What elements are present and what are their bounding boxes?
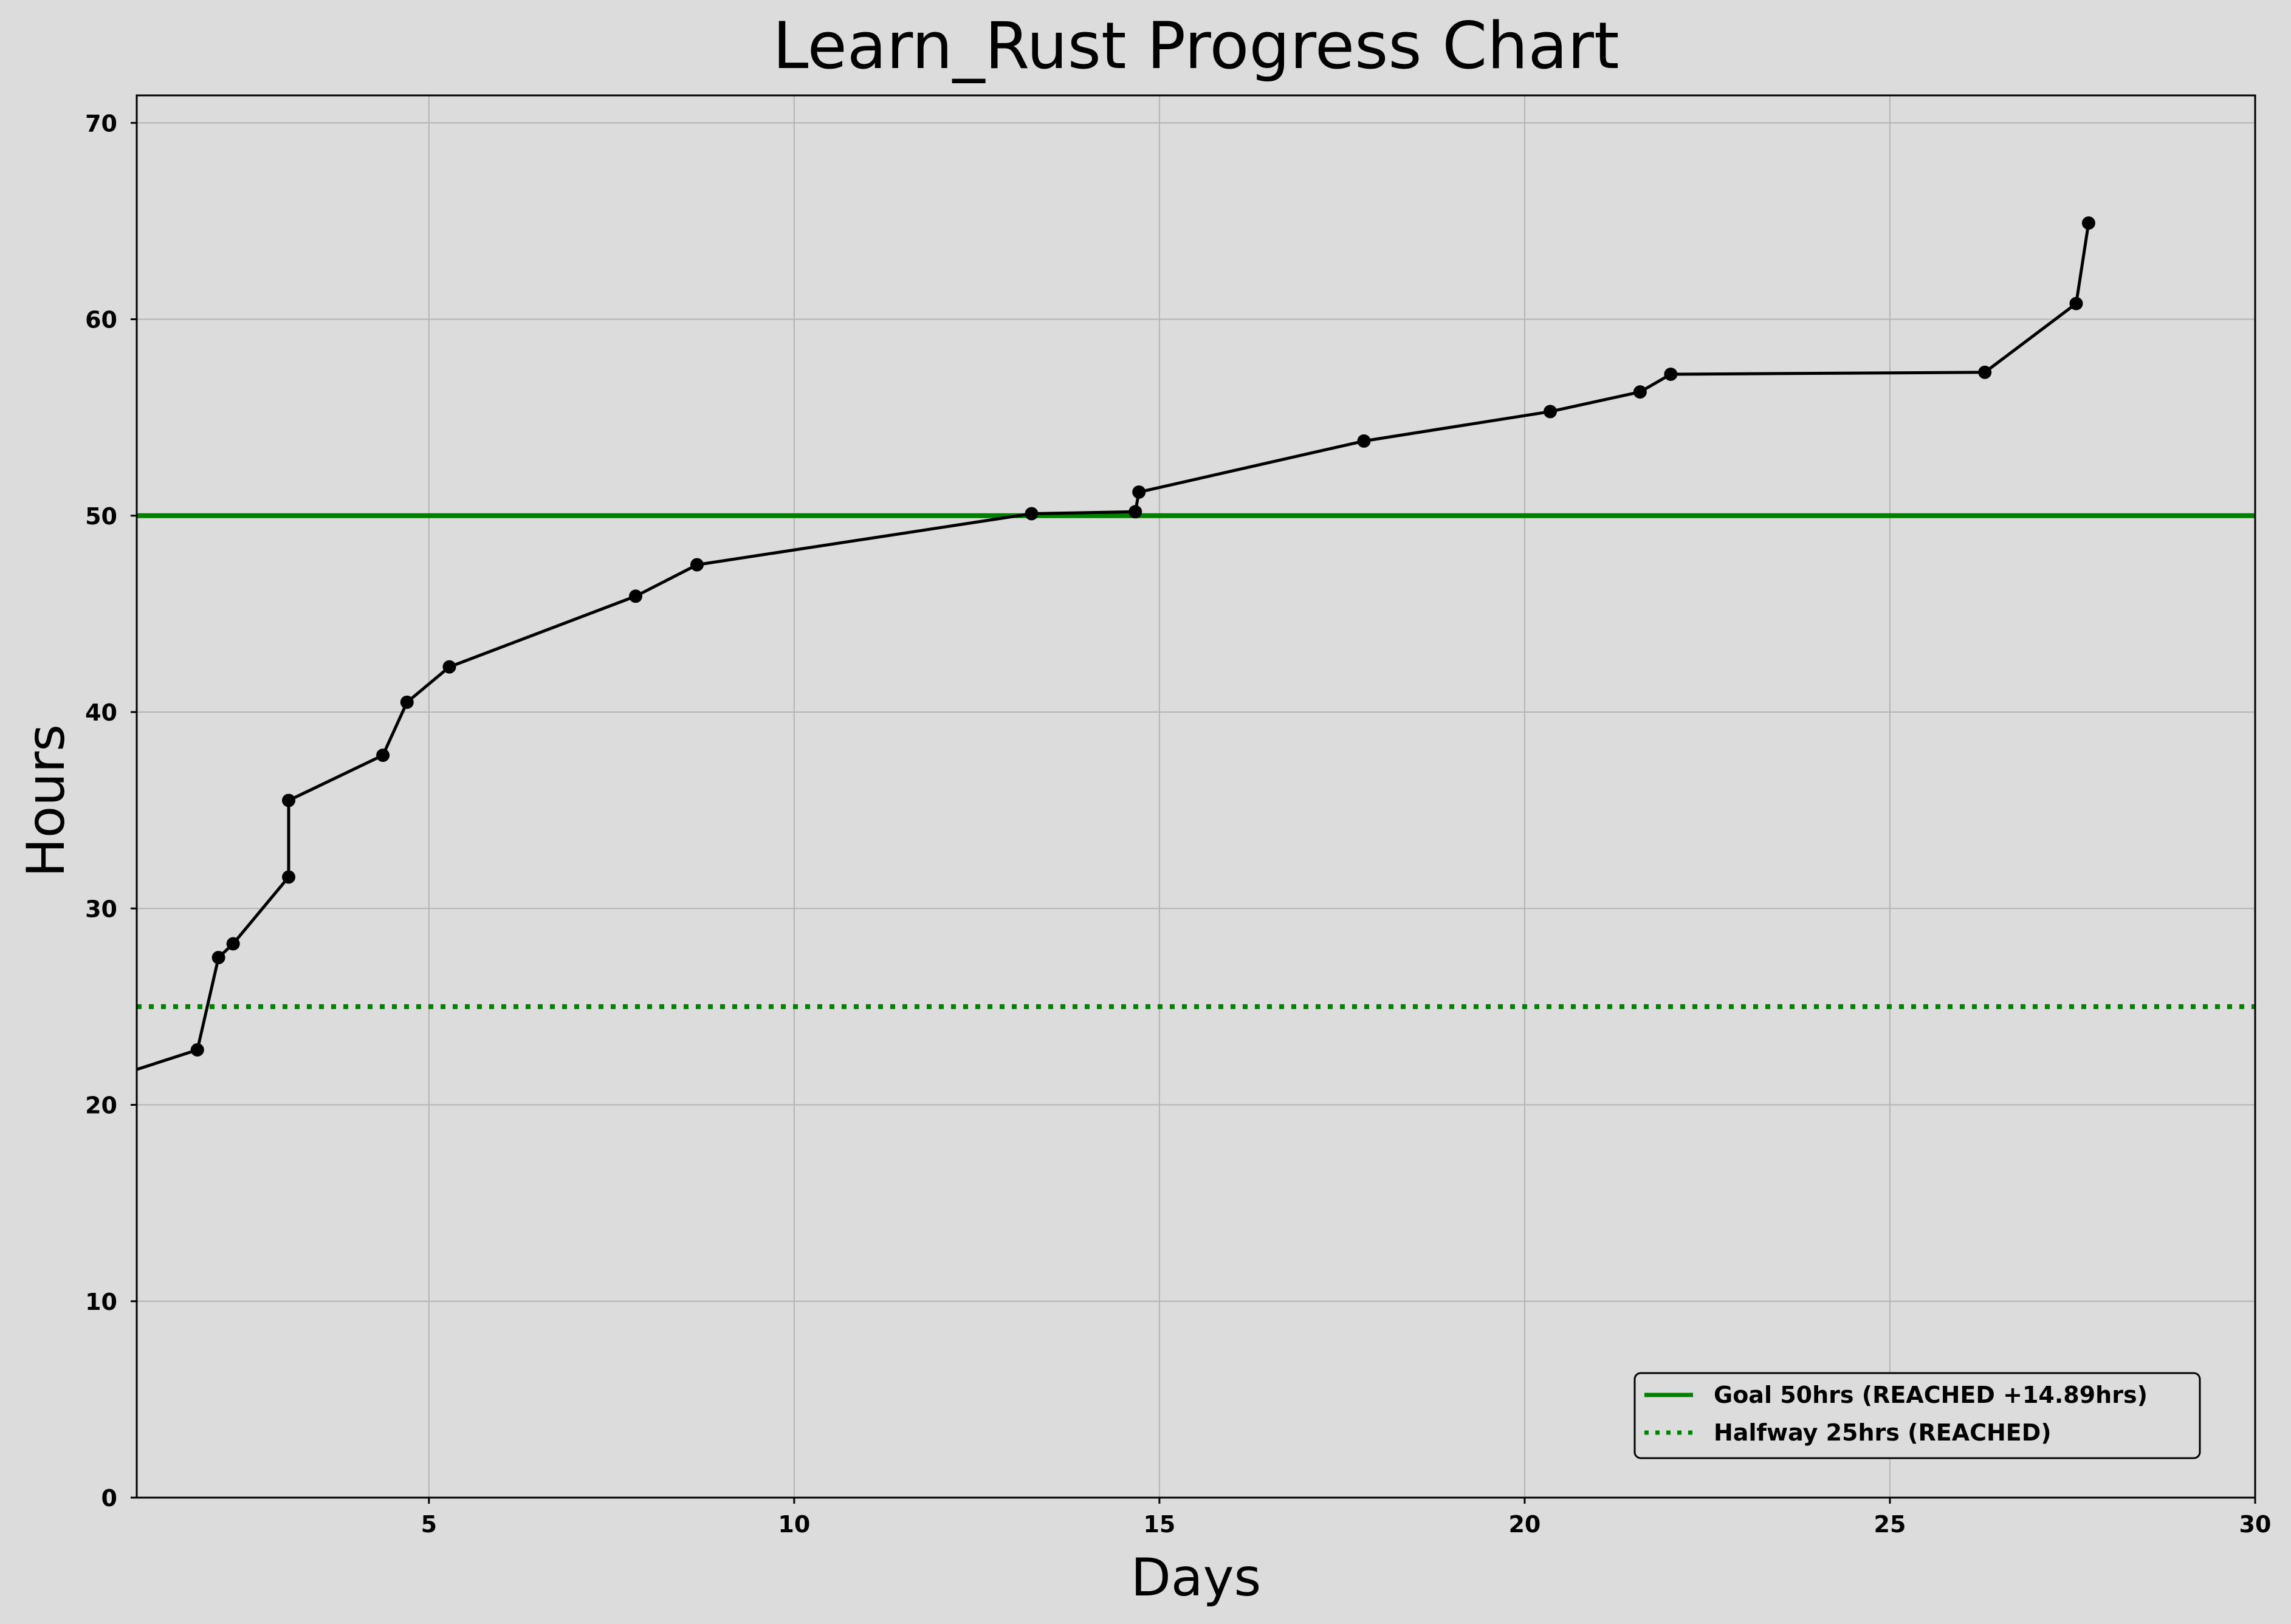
progress-series: [137, 216, 2095, 1071]
data-point: [376, 749, 390, 762]
y-axis-label: Hours: [16, 724, 77, 877]
x-tick-label: 15: [1143, 1511, 1175, 1538]
data-point: [1544, 405, 1558, 419]
y-tick-label: 10: [85, 1289, 117, 1315]
y-tick-label: 20: [85, 1092, 117, 1119]
y-tick-label: 0: [101, 1485, 117, 1512]
legend-goal-label: Goal 50hrs (REACHED +14.89hrs): [1714, 1382, 2148, 1408]
data-point: [629, 589, 643, 603]
data-point: [690, 558, 704, 572]
y-tick-label: 50: [85, 503, 117, 530]
reference-lines: [137, 513, 2255, 1009]
data-point: [282, 793, 296, 807]
data-point: [400, 695, 414, 709]
legend-halfway-label: Halfway 25hrs (REACHED): [1714, 1419, 2052, 1446]
x-tick-label: 20: [1508, 1511, 1540, 1538]
chart-title: Learn_Rust Progress Chart: [772, 9, 1619, 83]
x-tick-label: 30: [2239, 1511, 2272, 1538]
data-point: [1132, 485, 1146, 499]
x-tick-label: 25: [1874, 1511, 1906, 1538]
y-axis-ticks: 0 10 20 30 40 50 60 70: [85, 110, 137, 1512]
data-point: [2081, 216, 2095, 230]
grid: [137, 95, 2256, 1498]
x-axis-ticks: 5 10 15 20 25 30: [421, 1498, 2272, 1538]
data-point: [1633, 385, 1647, 399]
data-point: [1025, 507, 1039, 521]
data-point: [190, 1043, 204, 1057]
y-tick-label: 70: [85, 110, 117, 137]
y-tick-label: 40: [85, 699, 117, 726]
y-tick-label: 30: [85, 896, 117, 922]
x-tick-label: 10: [778, 1511, 810, 1538]
data-point: [211, 951, 225, 965]
data-point: [282, 870, 296, 884]
y-tick-label: 60: [85, 307, 117, 334]
legend: Goal 50hrs (REACHED +14.89hrs) Halfway 2…: [1633, 1372, 2201, 1459]
data-point: [1978, 365, 1992, 379]
data-point: [1128, 505, 1142, 519]
x-axis-label: Days: [1131, 1547, 1262, 1608]
legend-box: [1633, 1372, 2201, 1459]
plot-frame: [136, 94, 2256, 1499]
data-point: [1357, 434, 1371, 448]
x-tick-label: 5: [421, 1511, 437, 1538]
data-point: [1664, 368, 1678, 382]
data-point: [442, 660, 456, 674]
data-point: [226, 937, 240, 951]
data-point: [2069, 296, 2083, 310]
